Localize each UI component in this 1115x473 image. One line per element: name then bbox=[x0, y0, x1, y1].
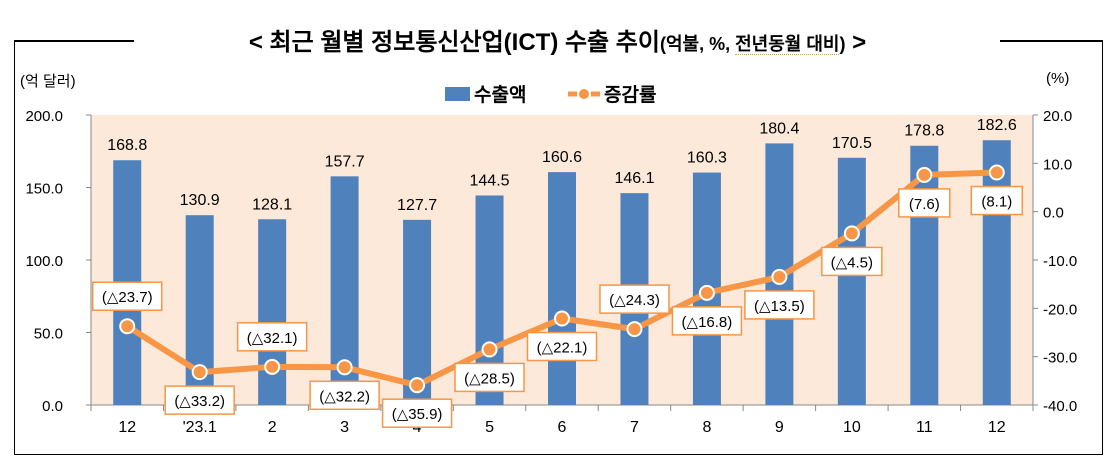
line-value-label: (△24.3) bbox=[609, 292, 660, 309]
x-tick-label: 12 bbox=[988, 419, 1006, 436]
bar-value-label: 160.3 bbox=[687, 150, 727, 167]
x-tick-label: '23.1 bbox=[183, 419, 217, 436]
line-value-label: (△32.1) bbox=[247, 330, 298, 347]
line-point bbox=[264, 358, 281, 375]
title-sub: (억불, %, bbox=[659, 34, 736, 54]
left-tick-label: 150.0 bbox=[25, 181, 63, 198]
bar-value-label: 182.6 bbox=[977, 117, 1017, 134]
legend-bar-label: 수출액 bbox=[474, 84, 526, 106]
line-point bbox=[988, 164, 1005, 181]
line-value-label: (7.6) bbox=[909, 196, 940, 213]
right-tick-label: -20.0 bbox=[1043, 301, 1077, 318]
line-value-label: (△13.5) bbox=[754, 298, 805, 315]
title-sub-underlined: 전년동월 대비 bbox=[735, 34, 840, 55]
bar-value-label: 168.8 bbox=[107, 137, 147, 154]
x-tick-label: 2 bbox=[268, 419, 277, 436]
line-label-box bbox=[671, 306, 743, 336]
x-tick-label: 3 bbox=[340, 419, 349, 436]
frame-top-left-line bbox=[14, 40, 134, 42]
line-point bbox=[119, 318, 136, 335]
chart-title: < 최근 월별 정보통신산업(ICT) 수출 추이(억불, %, 전년동월 대비… bbox=[0, 22, 1115, 57]
legend-line-marker bbox=[577, 87, 591, 101]
bar-value-label: 128.1 bbox=[252, 196, 292, 213]
line-label-box bbox=[526, 331, 598, 362]
left-tick-label: 100.0 bbox=[25, 253, 63, 270]
x-tick-label: 10 bbox=[843, 419, 861, 436]
x-tick-label: 9 bbox=[775, 419, 784, 436]
line-value-label: (△35.9) bbox=[392, 406, 443, 423]
line-point bbox=[916, 166, 933, 183]
x-tick-label: 12 bbox=[118, 419, 136, 436]
line-value-label: (△16.8) bbox=[682, 314, 733, 331]
right-tick-label: 10.0 bbox=[1043, 156, 1072, 173]
x-tick-label: 6 bbox=[558, 419, 567, 436]
line-point bbox=[698, 284, 715, 301]
x-tick-label: 5 bbox=[485, 419, 494, 436]
right-axis-label: (%) bbox=[1046, 70, 1070, 87]
left-tick-label: 50.0 bbox=[34, 326, 63, 343]
line-value-label: (△32.2) bbox=[319, 388, 370, 405]
x-tick-label: 7 bbox=[630, 419, 639, 436]
bar-value-label: 130.9 bbox=[180, 192, 220, 209]
line-label-box bbox=[91, 281, 163, 311]
chart-frame bbox=[14, 40, 1103, 455]
line-point bbox=[771, 268, 788, 285]
title-main: < 최근 월별 정보통신산업(ICT) 수출 추이 bbox=[248, 29, 660, 56]
bar-value-label: 144.5 bbox=[470, 172, 510, 189]
line-value-label: (△28.5) bbox=[464, 370, 515, 387]
line-point bbox=[409, 377, 426, 394]
legend-bar-swatch bbox=[445, 87, 470, 101]
left-tick-label: 0.0 bbox=[42, 398, 63, 415]
line-value-label: (△33.2) bbox=[174, 393, 225, 410]
line-value-label: (△22.1) bbox=[537, 339, 588, 356]
line-label-box bbox=[236, 322, 308, 352]
line-point bbox=[843, 225, 860, 242]
line-label-box bbox=[454, 362, 525, 393]
legend-line-label: 증감률 bbox=[604, 84, 656, 106]
x-tick-label: 8 bbox=[702, 419, 711, 436]
line-value-label: (△4.5) bbox=[831, 254, 873, 271]
line-value-label: (△23.7) bbox=[102, 289, 153, 306]
left-tick-label: 200.0 bbox=[25, 108, 63, 125]
right-tick-label: 0.0 bbox=[1043, 205, 1064, 222]
line-label-box bbox=[381, 398, 453, 428]
bar bbox=[837, 157, 866, 405]
title-close: > bbox=[845, 29, 867, 56]
line-point bbox=[626, 321, 643, 338]
line-label-box bbox=[898, 188, 951, 218]
bar bbox=[258, 219, 287, 405]
line-label-box bbox=[599, 284, 670, 314]
bar-value-label: 157.7 bbox=[325, 153, 365, 170]
right-tick-label: -30.0 bbox=[1043, 350, 1077, 367]
bar-value-label: 180.4 bbox=[759, 120, 799, 137]
left-axis-label: (억 달러) bbox=[20, 73, 76, 90]
line-label-box bbox=[744, 290, 815, 320]
bar bbox=[403, 219, 432, 405]
line-value-label: (8.1) bbox=[981, 194, 1012, 211]
right-tick-label: -10.0 bbox=[1043, 253, 1077, 270]
right-tick-label: 20.0 bbox=[1043, 108, 1072, 125]
bar-value-label: 127.7 bbox=[397, 197, 437, 214]
line-label-box bbox=[164, 385, 235, 415]
bar-value-label: 160.6 bbox=[542, 149, 582, 166]
bar bbox=[548, 172, 576, 405]
line-label-box bbox=[970, 185, 1024, 216]
bar-value-label: 146.1 bbox=[614, 170, 654, 187]
right-tick-label: -40.0 bbox=[1043, 398, 1077, 415]
x-tick-label: 11 bbox=[916, 419, 933, 436]
bar-value-label: 178.8 bbox=[904, 123, 944, 140]
line-point bbox=[191, 364, 208, 381]
line-point bbox=[336, 359, 353, 376]
title-sub-suffix: ) bbox=[839, 34, 846, 54]
line-point bbox=[481, 341, 498, 358]
frame-top-right-line bbox=[1000, 40, 1102, 42]
line-label-box bbox=[309, 380, 380, 411]
bar-value-label: 170.5 bbox=[832, 135, 872, 152]
line-label-box bbox=[821, 246, 883, 277]
line-point bbox=[554, 310, 570, 327]
bar bbox=[982, 140, 1011, 406]
